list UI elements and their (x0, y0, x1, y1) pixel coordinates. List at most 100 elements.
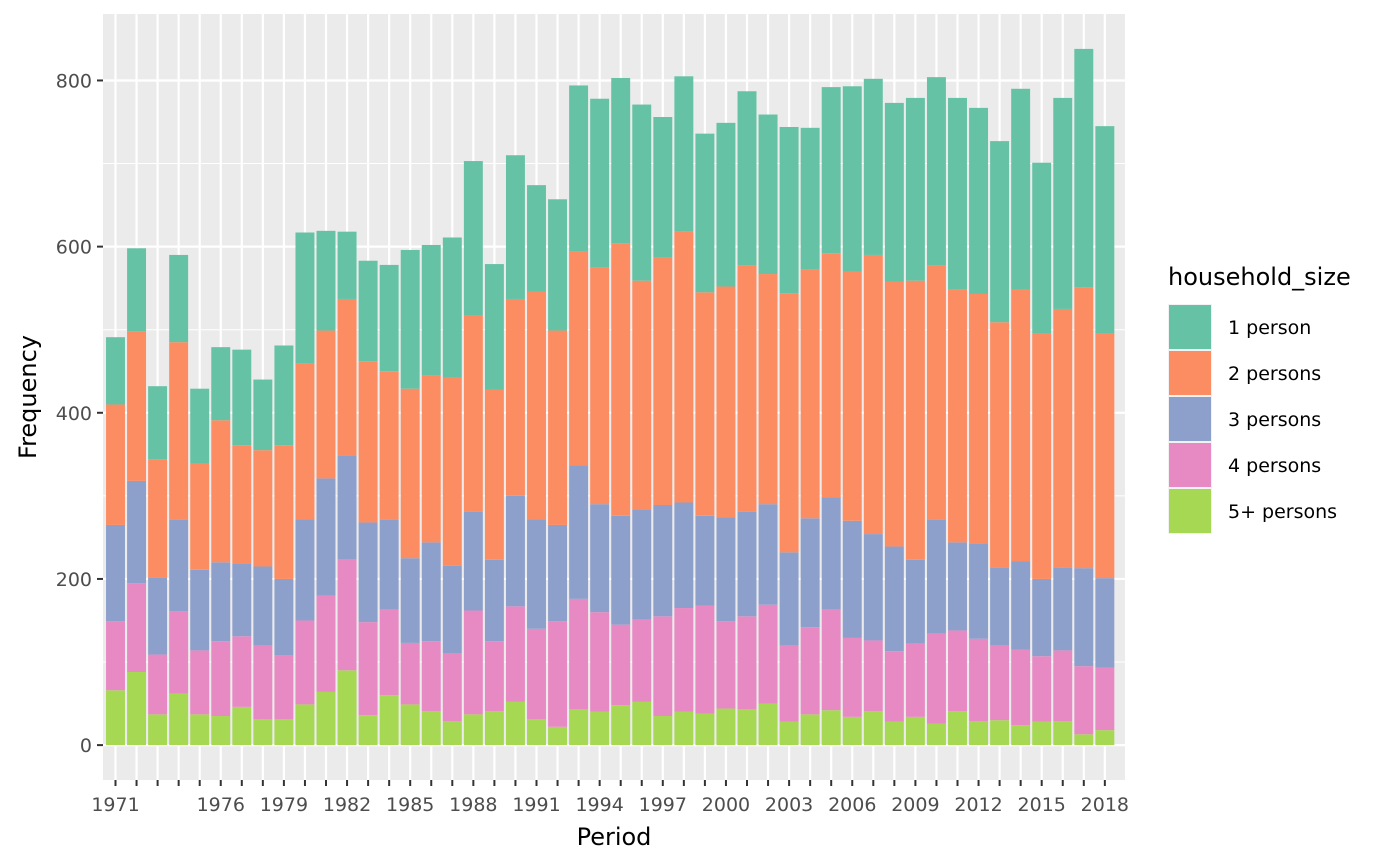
bar-2007-3-persons (863, 534, 883, 641)
bar-1981-3-persons (316, 478, 336, 596)
bar-2016-1-person (1053, 97, 1073, 309)
x-tick-label: 2006 (828, 794, 876, 816)
bar-1996-4-persons (632, 619, 652, 702)
bar-2015-5plus-persons (1032, 721, 1052, 746)
bar-2018-3-persons (1095, 578, 1115, 668)
bar-1990-2-persons (505, 298, 525, 496)
bar-1972-2-persons (127, 331, 147, 481)
bar-1987-4-persons (442, 653, 462, 722)
bar-2012-3-persons (969, 543, 989, 639)
bar-1989-4-persons (484, 641, 504, 712)
bar-2018-4-persons (1095, 667, 1115, 731)
legend-label-4-persons: 4 persons (1228, 455, 1321, 477)
legend-key-5plus-persons (1169, 489, 1211, 533)
y-tick-label: 200 (56, 569, 92, 591)
bar-2003-1-person (779, 126, 799, 294)
bar-1987-5plus-persons (442, 721, 462, 746)
bar-stack-2000 (716, 122, 736, 746)
bar-stack-1994 (590, 98, 610, 746)
x-tick-label: 2000 (702, 794, 750, 816)
bar-1980-2-persons (295, 363, 315, 520)
bar-1995-5plus-persons (611, 705, 631, 746)
bar-stack-2001 (737, 91, 757, 746)
bar-1999-3-persons (695, 515, 715, 606)
bar-2014-3-persons (1011, 561, 1031, 650)
bar-2001-2-persons (737, 265, 757, 512)
bar-2015-1-person (1032, 162, 1052, 334)
bar-2000-4-persons (716, 621, 736, 709)
bar-2010-3-persons (926, 519, 946, 634)
bar-stack-1993 (569, 85, 589, 746)
bar-1977-4-persons (232, 636, 252, 707)
y-tick-label: 600 (56, 237, 92, 259)
bar-stack-2014 (1011, 88, 1031, 746)
bar-1996-1-person (632, 104, 652, 281)
x-tick-label: 1988 (449, 794, 497, 816)
bar-1973-1-person (148, 386, 168, 460)
bar-stack-2016 (1053, 97, 1073, 746)
bar-2015-2-persons (1032, 333, 1052, 579)
axes: 0 200 400 600 800 1971 1976 1979 1982 1985 1988 199… (56, 70, 1129, 816)
bar-1977-3-persons (232, 563, 252, 637)
bar-1971-4-persons (106, 621, 125, 691)
bar-1998-1-person (674, 76, 694, 232)
bar-2017-2-persons (1074, 287, 1094, 569)
bar-stack-2011 (948, 97, 967, 746)
bar-2000-3-persons (716, 517, 736, 622)
bar-1997-3-persons (653, 505, 673, 617)
bar-2008-3-persons (884, 546, 904, 652)
bar-1991-5plus-persons (527, 719, 546, 746)
bar-stack-1984 (379, 264, 399, 746)
bar-2001-1-person (737, 91, 757, 266)
bar-1982-2-persons (337, 298, 357, 456)
bar-2007-5plus-persons (863, 711, 883, 746)
bar-1991-1-person (527, 185, 546, 292)
bar-stack-2008 (884, 102, 904, 746)
bar-stack-1987 (442, 237, 462, 746)
x-tick-label: 1991 (512, 794, 560, 816)
bar-2012-5plus-persons (969, 721, 989, 746)
bar-1975-1-person (190, 388, 210, 464)
bar-1986-4-persons (421, 641, 441, 712)
bar-2012-2-persons (969, 293, 989, 544)
bar-1988-1-person (463, 161, 483, 316)
bar-stack-1980 (295, 232, 315, 746)
bar-2016-3-persons (1053, 567, 1073, 651)
bar-1996-5plus-persons (632, 701, 652, 746)
bar-2000-2-persons (716, 286, 736, 518)
bar-1999-1-person (695, 133, 715, 293)
bar-1993-1-person (569, 85, 589, 252)
bar-2010-1-person (926, 77, 946, 266)
bar-2002-2-persons (758, 274, 778, 505)
bar-stack-2007 (863, 78, 883, 746)
bar-2010-5plus-persons (926, 723, 946, 746)
bar-1981-1-person (316, 230, 336, 331)
bar-1974-1-person (169, 254, 189, 343)
bar-stack-2013 (990, 141, 1010, 746)
bar-2011-4-persons (948, 630, 967, 712)
bar-2003-5plus-persons (779, 721, 799, 746)
bar-1983-2-persons (358, 361, 378, 523)
bar-2015-4-persons (1032, 656, 1052, 722)
bar-2014-1-person (1011, 88, 1031, 289)
x-axis-title: Period (577, 823, 652, 851)
bar-stack-1974 (169, 254, 189, 746)
x-tick-label: 2018 (1081, 794, 1129, 816)
bar-1987-3-persons (442, 565, 462, 654)
bar-stack-1992 (548, 199, 568, 746)
bar-1998-5plus-persons (674, 711, 694, 746)
bar-1997-1-person (653, 117, 673, 258)
bar-2016-5plus-persons (1053, 721, 1073, 746)
bar-1983-5plus-persons (358, 715, 378, 746)
bar-1998-4-persons (674, 608, 694, 712)
bar-stack-2017 (1074, 48, 1094, 746)
bar-stack-2009 (905, 97, 925, 746)
bar-1971-2-persons (106, 404, 125, 525)
bar-1980-3-persons (295, 519, 315, 621)
bar-2014-4-persons (1011, 649, 1031, 726)
bar-2012-1-person (969, 107, 989, 294)
bar-1995-3-persons (611, 515, 631, 625)
bar-1979-2-persons (274, 445, 294, 579)
x-tick-label: 2003 (765, 794, 813, 816)
bar-1971-5plus-persons (106, 690, 125, 746)
